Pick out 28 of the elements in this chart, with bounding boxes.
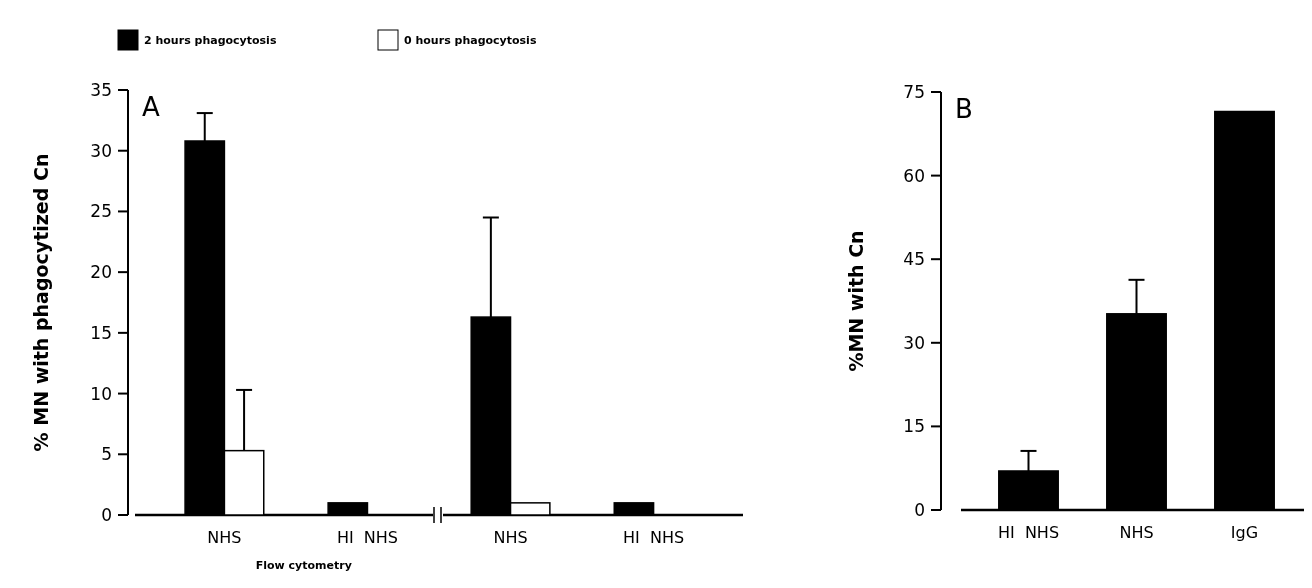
legend-label: 0 hours phagocytosis <box>404 34 537 47</box>
text: Flow cytometry <box>255 559 352 572</box>
x-tick-label: NHS <box>207 528 242 547</box>
y-tick-label: 30 <box>903 332 925 353</box>
y-tick-label: 5 <box>101 444 112 465</box>
y-axis-title: % MN with phagocytized Cn <box>30 153 52 452</box>
y-tick-label: 60 <box>903 165 925 186</box>
x-tick-label: HI NHS <box>336 528 399 547</box>
y-axis-title: %MN with Cn <box>845 230 867 372</box>
y-tick-label: 20 <box>90 262 112 283</box>
annotation: A <box>142 92 160 122</box>
x-tick-label: IgG <box>1230 523 1259 542</box>
y-tick-label: 0 <box>101 504 112 525</box>
legend-label: 2 hours phagocytosis <box>144 34 277 47</box>
y-tick-label: 75 <box>903 81 925 102</box>
y-tick-label: 25 <box>90 201 112 222</box>
x-tick-label: NHS <box>1119 523 1154 542</box>
y-tick-label: 10 <box>90 383 112 404</box>
annotation: B <box>955 94 973 124</box>
y-tick-label: 30 <box>90 140 112 161</box>
y-tick-label: 45 <box>903 249 925 270</box>
y-tick-label: 15 <box>903 416 925 437</box>
x-tick-label: HI NHS <box>997 523 1060 542</box>
y-tick-label: 35 <box>90 79 112 100</box>
x-tick-label: HI NHS <box>623 528 685 547</box>
y-tick-label: 0 <box>914 499 925 520</box>
y-tick-label: 15 <box>90 322 112 343</box>
x-tick-label: NHS <box>493 528 528 547</box>
